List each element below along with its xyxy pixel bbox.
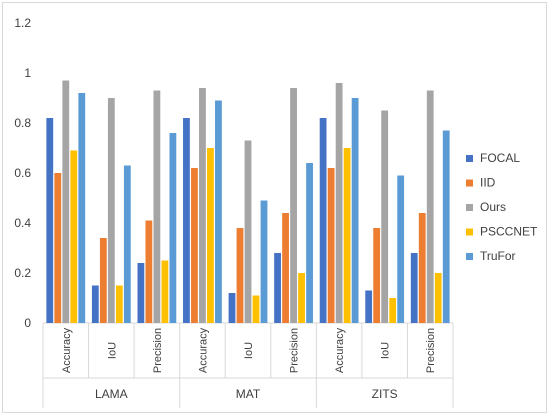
legend-swatch	[466, 155, 473, 162]
y-tick-label: 0.2	[14, 266, 31, 280]
bar-psccnet	[298, 273, 305, 323]
legend-label: PSCCNET	[480, 225, 538, 239]
bar-trufor	[123, 165, 131, 323]
bar-psccnet	[70, 150, 78, 323]
bar-focal	[274, 253, 281, 323]
bar-focal	[183, 118, 190, 323]
bar-trufor	[442, 130, 450, 323]
bar-trufor	[397, 175, 405, 323]
legend-label: FOCAL	[480, 151, 520, 165]
x-category-label: Accuracy	[334, 327, 346, 373]
bar-trufor	[306, 163, 313, 323]
y-tick-label: 1	[24, 66, 31, 80]
legend-swatch	[466, 179, 473, 187]
x-category-label: IoU	[106, 342, 118, 359]
chart-frame: 0 0.2 0.4 0.6 0.8 1 1.2 Accuracy IoU Precision Acc…	[2, 2, 547, 413]
x-category-label: Precision	[425, 328, 437, 373]
bar-psccnet	[115, 285, 123, 323]
bar-iid	[145, 220, 153, 323]
x-category-label: IoU	[380, 342, 392, 359]
bar-ours	[107, 98, 115, 323]
bar-iid	[327, 168, 335, 323]
legend-label: Ours	[480, 200, 506, 214]
x-category-label: Precision	[152, 328, 164, 373]
bar-iid	[282, 213, 289, 323]
bar-ours	[335, 83, 343, 323]
bar-ours	[199, 88, 206, 323]
x-group-label: MAT	[236, 387, 261, 401]
x-category-label: Accuracy	[197, 327, 209, 373]
x-category-label: IoU	[243, 342, 255, 359]
bar-psccnet	[207, 148, 214, 323]
bar-trufor	[351, 98, 359, 323]
bar-ours	[290, 88, 297, 323]
y-tick-label: 0.4	[14, 216, 31, 230]
x-group-label: LAMA	[95, 387, 128, 401]
bar-psccnet	[161, 260, 169, 323]
y-tick-label: 0.6	[14, 166, 31, 180]
y-tick-label: 1.2	[14, 16, 31, 30]
bar-focal	[228, 293, 236, 323]
bar-trufor	[78, 93, 86, 323]
bar-ours	[381, 110, 389, 323]
bar-psccnet	[343, 148, 351, 323]
bar-trufor	[169, 133, 177, 323]
bar-ours	[153, 90, 161, 323]
legend-swatch	[466, 253, 473, 260]
legend-label: IID	[480, 176, 496, 190]
bar-iid	[418, 213, 426, 323]
bar-ours	[426, 90, 434, 323]
bar-psccnet	[434, 273, 442, 323]
bar-focal	[91, 285, 99, 323]
x-category-label: Precision	[289, 328, 301, 373]
bar-iid	[54, 173, 62, 323]
bar-focal	[319, 118, 327, 323]
bar-focal	[137, 263, 145, 323]
bar-iid	[373, 228, 381, 323]
bar-psccnet	[389, 298, 397, 323]
bar-iid	[99, 238, 107, 323]
bar-psccnet	[252, 295, 260, 323]
bar-focal	[410, 253, 418, 323]
legend-swatch	[466, 204, 473, 211]
bar-focal	[46, 118, 54, 323]
bar-focal	[365, 290, 373, 323]
bar-iid	[191, 168, 198, 323]
legend-swatch	[466, 228, 473, 236]
bar-trufor	[260, 200, 268, 323]
bar-ours	[244, 140, 252, 323]
bar-chart: 0 0.2 0.4 0.6 0.8 1 1.2 Accuracy IoU Precision Acc…	[14, 16, 538, 408]
bar-ours	[62, 80, 70, 323]
legend-label: TruFor	[480, 249, 516, 263]
x-category-label: Accuracy	[61, 327, 73, 373]
y-tick-label: 0	[24, 316, 31, 330]
y-tick-label: 0.8	[14, 116, 31, 130]
bar-iid	[236, 228, 244, 323]
bar-trufor	[215, 100, 222, 323]
x-group-label: ZITS	[372, 387, 398, 401]
